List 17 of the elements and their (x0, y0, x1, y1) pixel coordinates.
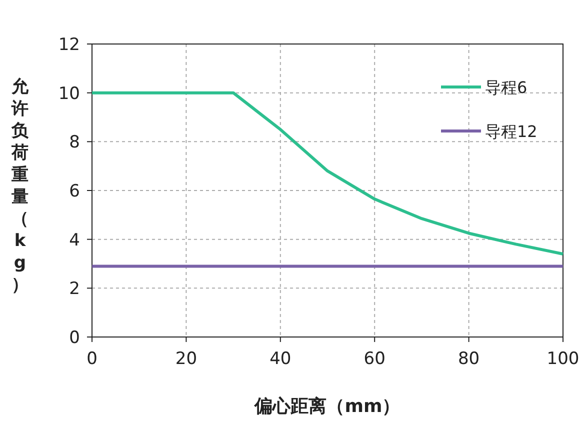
legend-label: 导程6 (485, 78, 528, 97)
x-tick-label: 20 (175, 349, 198, 369)
y-tick-label: 12 (58, 35, 80, 55)
x-tick-label: 100 (546, 349, 580, 369)
y-tick-label: 6 (69, 182, 80, 202)
y-tick-label: 2 (69, 279, 80, 300)
y-tick-label: 8 (69, 132, 80, 153)
x-tick-label: 0 (86, 349, 98, 369)
x-axis-title: 偏心距离（mm） (254, 396, 400, 417)
y-tick-label: 0 (69, 328, 80, 348)
y-tick-label: 10 (58, 84, 80, 104)
text: 允许负荷重量（kg） (12, 77, 28, 295)
y-tick-label: 4 (69, 230, 80, 250)
x-tick-label: 80 (458, 349, 480, 369)
x-tick-label: 60 (364, 349, 386, 369)
x-tick-label: 40 (270, 349, 292, 369)
legend-label: 导程12 (485, 122, 538, 141)
